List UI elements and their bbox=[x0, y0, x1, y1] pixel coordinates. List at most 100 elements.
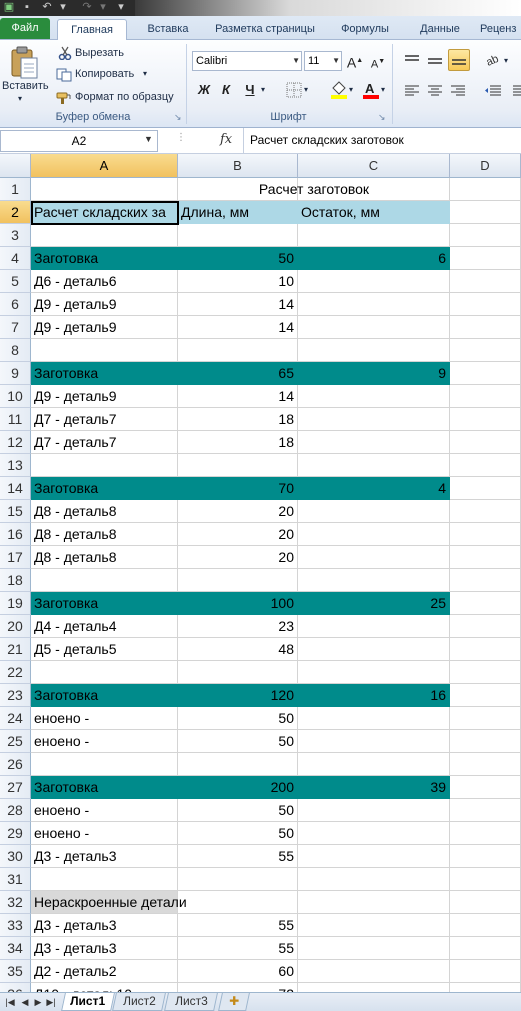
cell[interactable]: Заготовка bbox=[31, 247, 178, 270]
cell[interactable] bbox=[298, 224, 450, 247]
row-header[interactable]: 10 bbox=[0, 385, 31, 408]
cell[interactable] bbox=[450, 845, 521, 868]
cell[interactable]: Нераскроенные детали bbox=[31, 891, 187, 914]
column-header-c[interactable]: C bbox=[298, 154, 450, 178]
row-header[interactable]: 1 bbox=[0, 178, 31, 201]
row-header[interactable]: 27 bbox=[0, 776, 31, 799]
cell[interactable]: 70 bbox=[178, 477, 298, 500]
prev-sheet-icon[interactable]: ◀ bbox=[21, 997, 29, 1007]
cell[interactable]: 14 bbox=[178, 293, 298, 316]
cell[interactable] bbox=[450, 937, 521, 960]
cell[interactable]: 120 bbox=[178, 684, 298, 707]
cell[interactable]: 20 bbox=[178, 523, 298, 546]
row-header[interactable]: 7 bbox=[0, 316, 31, 339]
cell[interactable]: 16 bbox=[298, 684, 450, 707]
align-center-icon[interactable] bbox=[427, 84, 443, 98]
cell[interactable]: 25 bbox=[298, 592, 450, 615]
cell[interactable]: 14 bbox=[178, 316, 298, 339]
row-header[interactable]: 17 bbox=[0, 546, 31, 569]
cell[interactable]: 65 bbox=[178, 362, 298, 385]
cell[interactable] bbox=[31, 661, 178, 684]
cell[interactable] bbox=[450, 477, 521, 500]
row-header[interactable]: 20 bbox=[0, 615, 31, 638]
align-right-icon[interactable] bbox=[450, 84, 466, 98]
cell[interactable] bbox=[450, 224, 521, 247]
cell[interactable] bbox=[31, 753, 178, 776]
row-header[interactable]: 30 bbox=[0, 845, 31, 868]
row-header[interactable]: 34 bbox=[0, 937, 31, 960]
format-painter-button[interactable]: Формат по образцу bbox=[75, 91, 174, 103]
borders-dropdown-icon[interactable]: ▾ bbox=[304, 85, 309, 94]
cell[interactable]: 200 bbox=[178, 776, 298, 799]
cell[interactable]: Д9 - деталь9 bbox=[31, 316, 178, 339]
cell[interactable] bbox=[450, 983, 521, 992]
cell[interactable]: 55 bbox=[178, 937, 298, 960]
cell[interactable]: Д8 - деталь8 bbox=[31, 546, 178, 569]
cell[interactable]: 50 bbox=[178, 707, 298, 730]
cell[interactable] bbox=[298, 799, 450, 822]
cell[interactable] bbox=[298, 960, 450, 983]
sheet-tab-3[interactable]: Лист3 bbox=[164, 993, 218, 1011]
row-header[interactable]: 31 bbox=[0, 868, 31, 891]
cell[interactable]: еноено - bbox=[31, 707, 178, 730]
cell[interactable] bbox=[450, 408, 521, 431]
bold-button[interactable]: Ж bbox=[197, 82, 211, 97]
row-header[interactable]: 14 bbox=[0, 477, 31, 500]
cell[interactable]: Д3 - деталь3 bbox=[31, 914, 178, 937]
cell[interactable] bbox=[450, 730, 521, 753]
cell[interactable]: 72 bbox=[178, 983, 298, 992]
sheet-tab-2[interactable]: Лист2 bbox=[112, 993, 166, 1011]
cell[interactable] bbox=[450, 270, 521, 293]
underline-dropdown-icon[interactable]: ▾ bbox=[261, 85, 266, 94]
cell[interactable] bbox=[450, 822, 521, 845]
cell[interactable] bbox=[178, 753, 298, 776]
cell[interactable]: 6 bbox=[298, 247, 450, 270]
cell[interactable] bbox=[31, 224, 178, 247]
column-header-b[interactable]: B bbox=[178, 154, 298, 178]
cell[interactable] bbox=[450, 799, 521, 822]
column-header-d[interactable]: D bbox=[450, 154, 521, 178]
cell[interactable]: Д2 - деталь2 bbox=[31, 960, 178, 983]
redo-icon[interactable]: ↷ bbox=[82, 1, 92, 13]
cell[interactable] bbox=[178, 339, 298, 362]
cell[interactable] bbox=[450, 753, 521, 776]
paste-icon[interactable] bbox=[8, 46, 40, 82]
cell[interactable]: Д7 - деталь7 bbox=[31, 408, 178, 431]
cell[interactable]: Длина, мм bbox=[178, 201, 298, 224]
orientation-icon[interactable]: ab bbox=[484, 52, 504, 68]
cell[interactable] bbox=[450, 776, 521, 799]
cell[interactable]: 48 bbox=[178, 638, 298, 661]
underline-button[interactable]: Ч bbox=[245, 82, 255, 97]
row-header[interactable]: 4 bbox=[0, 247, 31, 270]
cell[interactable]: Д7 - деталь7 bbox=[31, 431, 178, 454]
cell[interactable] bbox=[31, 454, 178, 477]
cell[interactable] bbox=[178, 891, 298, 914]
undo-dropdown-icon[interactable]: ▾ bbox=[60, 1, 66, 13]
row-header[interactable]: 24 bbox=[0, 707, 31, 730]
cell[interactable]: 60 bbox=[178, 960, 298, 983]
first-sheet-icon[interactable]: |◀ bbox=[5, 997, 15, 1007]
paste-dropdown-icon[interactable]: ▾ bbox=[18, 94, 23, 103]
cell[interactable] bbox=[450, 960, 521, 983]
cell[interactable] bbox=[450, 500, 521, 523]
save-icon[interactable]: ▪ bbox=[25, 1, 29, 13]
cut-button[interactable]: Вырезать bbox=[75, 47, 124, 59]
cell[interactable]: Д4 - деталь4 bbox=[31, 615, 178, 638]
undo-icon[interactable]: ↶ bbox=[42, 1, 52, 13]
customize-toolbar-icon[interactable]: ▾ bbox=[118, 1, 124, 13]
row-header[interactable]: 3 bbox=[0, 224, 31, 247]
cell[interactable] bbox=[298, 178, 450, 201]
name-box-dropdown-icon[interactable]: ▼ bbox=[144, 134, 153, 144]
cell[interactable]: Заготовка bbox=[31, 477, 178, 500]
font-size-combo[interactable]: 11 ▼ bbox=[304, 51, 342, 71]
cell[interactable]: 4 bbox=[298, 477, 450, 500]
cell[interactable]: Заготовка bbox=[31, 776, 178, 799]
row-header[interactable]: 35 bbox=[0, 960, 31, 983]
row-header[interactable]: 32 bbox=[0, 891, 31, 914]
cell[interactable] bbox=[178, 178, 298, 201]
copy-button[interactable]: Копировать bbox=[75, 68, 135, 80]
cell[interactable] bbox=[450, 178, 521, 201]
cell[interactable] bbox=[450, 316, 521, 339]
row-header[interactable]: 2 bbox=[0, 201, 31, 224]
cell[interactable]: Д6 - деталь6 bbox=[31, 270, 178, 293]
